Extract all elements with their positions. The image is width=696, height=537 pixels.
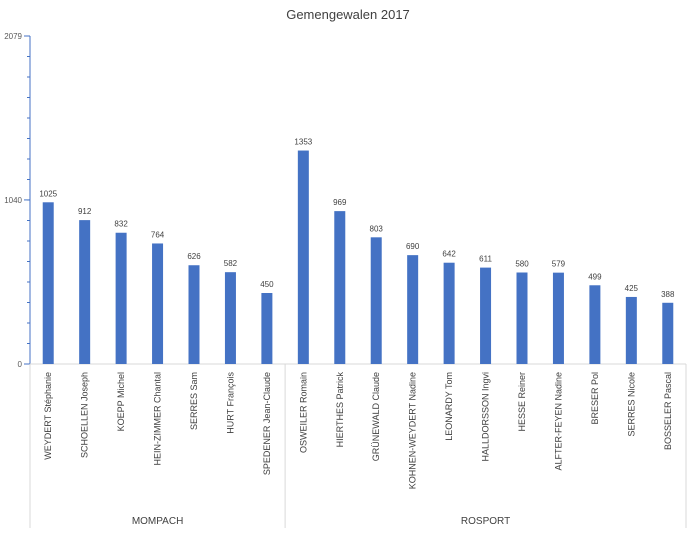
- x-tick-label: KOEPP Michel: [116, 372, 126, 431]
- bar: [224, 272, 236, 364]
- bar: [261, 293, 273, 364]
- bar: [152, 243, 164, 364]
- bar: [407, 255, 419, 364]
- axes: 0 1040 2079: [4, 32, 686, 369]
- chart-title: Gemengewalen 2017: [286, 7, 410, 22]
- data-label: 611: [479, 255, 492, 264]
- x-tick-label: HIERTHES Patrick: [335, 372, 345, 448]
- data-label: 642: [442, 250, 456, 259]
- x-tick-label: OSWEILER Romain: [298, 372, 308, 453]
- bar: [297, 150, 309, 364]
- x-tick-labels: WEYDERT Stéphanie SCHOELLEN Joseph KOEPP M…: [43, 372, 673, 490]
- bar: [443, 262, 455, 364]
- x-tick-label: HEIN-ZIMMER Chantal: [153, 372, 163, 466]
- group-label: MOMPACH: [132, 516, 183, 527]
- x-tick-label: HESSE Reiner: [517, 372, 527, 432]
- data-label: 499: [588, 272, 602, 281]
- bar: [625, 296, 637, 364]
- x-tick-label: BRESER Pol: [590, 372, 600, 425]
- x-tick-label: SERRES Sam: [189, 372, 199, 430]
- bar: [662, 302, 674, 364]
- x-tick-label: SERRES Nicole: [626, 372, 636, 437]
- data-labels: 1025 912 832 764 626 582 450 1353 969 803 690 642 61…: [39, 138, 675, 299]
- x-tick-label: HALLDORSSON Ingvi: [481, 372, 491, 462]
- y-tick-label: 1040: [4, 196, 22, 205]
- bar: [334, 211, 346, 364]
- data-label: 969: [333, 198, 347, 207]
- x-tick-label: SCHOELLEN Joseph: [80, 372, 90, 458]
- x-tick-label: WEYDERT Stéphanie: [43, 372, 53, 460]
- bar: [115, 232, 127, 364]
- x-tick-label: HURT François: [225, 372, 235, 434]
- data-label: 582: [224, 259, 238, 268]
- bar: [480, 267, 492, 364]
- data-label: 1353: [294, 138, 312, 147]
- bar: [188, 265, 200, 364]
- data-label: 425: [625, 284, 639, 293]
- x-tick-label: BOSSELER Pascal: [663, 372, 673, 450]
- data-label: 912: [78, 207, 92, 216]
- x-tick-label: KOHNEN-WEYDERT Nadine: [408, 372, 418, 489]
- bar: [79, 220, 91, 364]
- data-label: 803: [370, 224, 384, 233]
- data-label: 832: [114, 220, 128, 229]
- data-label: 626: [187, 252, 201, 261]
- x-tick-label: SPEDENER Jean-Claude: [262, 372, 272, 475]
- bar: [370, 237, 382, 364]
- y-tick-label: 2079: [4, 32, 22, 41]
- data-label: 690: [406, 242, 420, 251]
- bar: [42, 202, 54, 364]
- bars: [42, 150, 674, 364]
- bar: [589, 285, 601, 364]
- x-tick-label: LEONARDY Tom: [444, 372, 454, 441]
- data-label: 580: [515, 259, 529, 268]
- y-tick-label: 0: [18, 360, 23, 369]
- data-label: 764: [151, 230, 165, 239]
- bar: [516, 272, 528, 364]
- data-label: 388: [661, 290, 675, 299]
- group-label: ROSPORT: [461, 516, 510, 527]
- data-label: 579: [552, 260, 566, 269]
- bar: [552, 272, 564, 364]
- x-tick-label: ALFTER-FEYEN Nadine: [553, 372, 563, 471]
- data-label: 1025: [39, 189, 57, 198]
- x-tick-label: GRÜNEWALD Claude: [371, 372, 381, 461]
- group-labels: MOMPACH ROSPORT: [29, 364, 687, 528]
- data-label: 450: [260, 280, 274, 289]
